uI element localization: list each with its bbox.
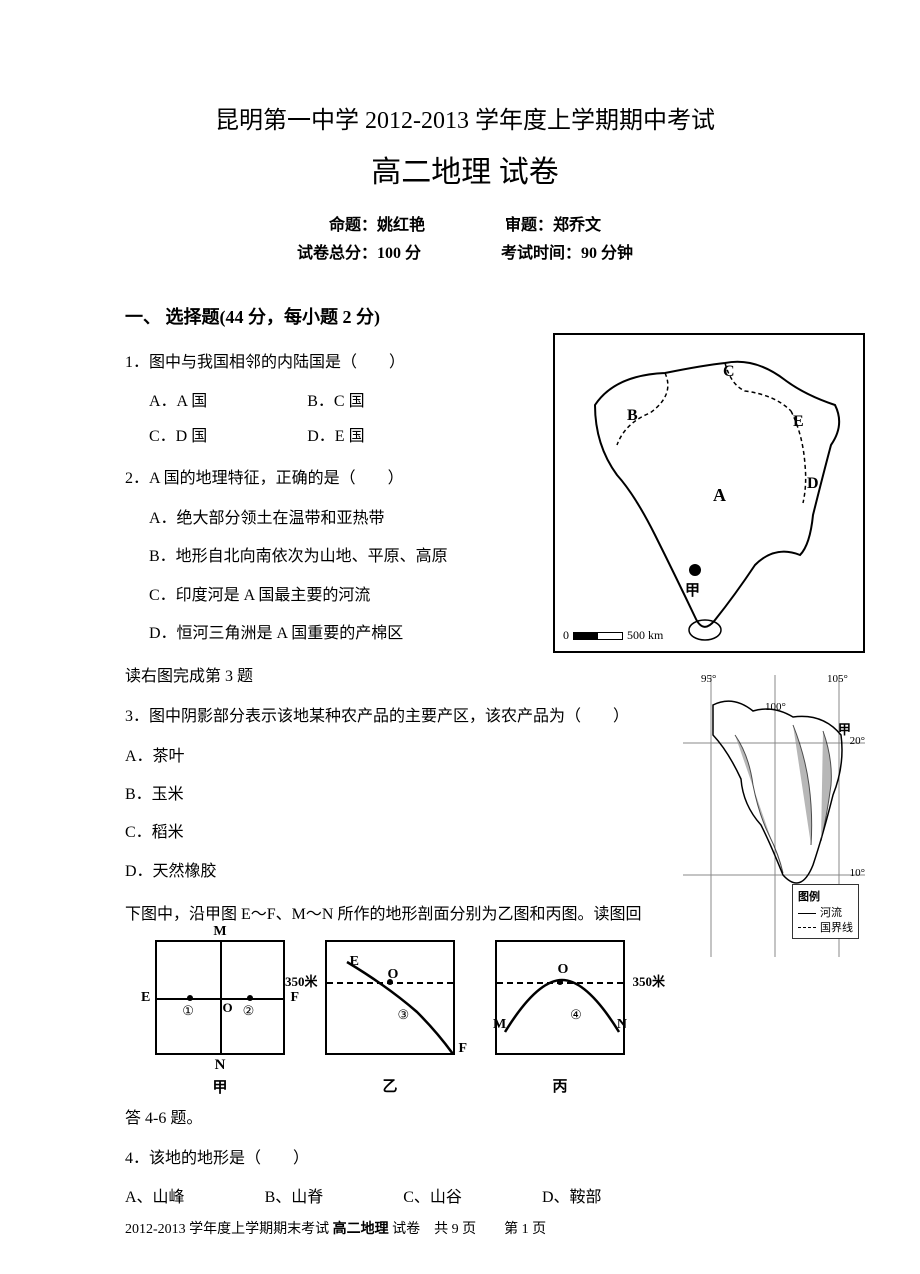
d3-N: N <box>617 1017 627 1033</box>
meta-row-1: 命题：姚红艳 审题：郑乔文 <box>125 211 805 235</box>
footer-text1: 2012-2013 学年度上学期期末考试 <box>125 1222 333 1237</box>
d3-350: 350米 <box>632 971 665 990</box>
map1-label-A: A <box>713 485 726 506</box>
total-label: 试卷总分： <box>297 245 377 262</box>
q4-stem: 4．该地的地形是（ ） <box>125 1141 805 1176</box>
map2-lon100: 100° <box>765 701 786 713</box>
d1-dot2 <box>247 995 253 1001</box>
q1-opt-D: D．E 国 <box>307 419 364 454</box>
d1-N: N <box>215 1057 226 1074</box>
jia-label: 甲 <box>212 1076 227 1097</box>
map2-legend: 图例 河流 国界线 <box>792 884 859 939</box>
d2-O: O <box>387 967 398 983</box>
author-label: 命题： <box>329 217 377 234</box>
yi-label: 乙 <box>382 1075 397 1096</box>
legend-dash-icon <box>798 927 816 928</box>
d1-O: O <box>223 1000 233 1016</box>
legend-solid-icon <box>798 913 816 914</box>
map1-scale: 0 500 km <box>563 628 663 643</box>
legend-title: 图例 <box>798 888 853 904</box>
d1-E: E <box>141 990 150 1006</box>
d2-c3: ③ <box>398 1007 410 1023</box>
diagram-bing: 350米 M N O ④ 丙 <box>495 940 625 1097</box>
content-area: A B C D E 甲 0 500 km 95° 100° 105° 20° 1… <box>125 345 805 1215</box>
map-se-asia: 95° 100° 105° 20° 10° 甲 图例 河流 国界线 <box>683 675 865 957</box>
map1-label-jia: 甲 <box>685 579 700 600</box>
legend-border-label: 国界线 <box>820 921 853 935</box>
legend-river: 河流 <box>798 906 853 920</box>
d1-dot1 <box>187 995 193 1001</box>
d1-c2: ② <box>243 1003 255 1019</box>
d3-curve <box>497 942 627 1057</box>
total-score: 试卷总分：100 分 <box>297 239 421 263</box>
reviewer-label: 审题： <box>505 217 553 234</box>
scale-500: 500 km <box>627 628 663 643</box>
legend-border: 国界线 <box>798 921 853 935</box>
map2-jia: 甲 <box>838 719 851 738</box>
d1-F: F <box>290 990 299 1006</box>
legend-river-label: 河流 <box>820 906 842 920</box>
q1-opt-C: C．D 国 <box>149 419 207 454</box>
d3-M: M <box>493 1017 506 1033</box>
total-value: 100 分 <box>377 245 421 262</box>
page-footer: 2012-2013 学年度上学期期末考试 高二地理 试卷 共 9 页 第 1 页 <box>125 1218 546 1238</box>
author: 命题：姚红艳 <box>329 211 425 235</box>
diagram-yi: 350米 E O F ③ 乙 <box>325 940 455 1097</box>
scale-0: 0 <box>563 628 569 643</box>
q4-opt-D: D、鞍部 <box>542 1180 602 1215</box>
diagram-intro-2: 答 4-6 题。 <box>125 1101 805 1136</box>
d2-E: E <box>350 954 359 970</box>
diagram-jia: M E F O ① ② N 甲 <box>155 940 285 1097</box>
d1-c1: ① <box>182 1003 194 1019</box>
d2-350: 350米 <box>285 971 318 990</box>
footer-text2: 试卷 共 9 页 第 1 页 <box>389 1222 547 1237</box>
map2-lon105: 105° <box>827 673 848 685</box>
author-name: 姚红艳 <box>377 217 425 234</box>
q1-opt-A: A．A 国 <box>149 384 207 419</box>
d3-dot <box>557 979 563 985</box>
q4-opt-A: A、山峰 <box>125 1180 185 1215</box>
map1-svg <box>555 335 867 655</box>
bing-label: 丙 <box>552 1075 567 1096</box>
exam-title-main: 昆明第一中学 2012-2013 学年度上学期期中考试 <box>125 100 805 135</box>
d2-curve <box>327 942 457 1057</box>
meta-row-2: 试卷总分：100 分 考试时间：90 分钟 <box>125 239 805 263</box>
d3-c4: ④ <box>570 1007 582 1023</box>
reviewer-name: 郑乔文 <box>553 217 601 234</box>
time-value: 90 分钟 <box>581 245 633 262</box>
map2-lat10: 10° <box>850 867 865 879</box>
map1-label-D: D <box>807 475 819 493</box>
time-label: 考试时间： <box>501 245 581 262</box>
diagram-row: M E F O ① ② N 甲 350米 E O F ③ <box>125 940 805 1097</box>
map1-label-C: C <box>723 363 735 381</box>
map2-lat20: 20° <box>850 735 865 747</box>
map2-lon95: 95° <box>701 673 716 685</box>
map1-label-E: E <box>793 413 804 431</box>
d2-F: F <box>458 1041 467 1057</box>
exam-time: 考试时间：90 分钟 <box>501 239 633 263</box>
exam-title-sub: 高二地理 试卷 <box>125 147 805 191</box>
q1-opt-B: B．C 国 <box>307 384 364 419</box>
map-south-asia: A B C D E 甲 0 500 km <box>553 333 865 653</box>
scale-bar-icon <box>573 632 623 640</box>
q4-opt-B: B、山脊 <box>265 1180 324 1215</box>
map1-label-B: B <box>627 407 638 425</box>
reviewer: 审题：郑乔文 <box>505 211 601 235</box>
q4-opt-C: C、山谷 <box>403 1180 462 1215</box>
d3-O: O <box>557 962 568 978</box>
d1-M: M <box>213 924 226 940</box>
footer-bold: 高二地理 <box>333 1222 389 1237</box>
section-1-heading: 一、 选择题(44 分，每小题 2 分) <box>125 303 805 329</box>
question-4: 4．该地的地形是（ ） A、山峰 B、山脊 C、山谷 D、鞍部 <box>125 1141 805 1215</box>
d1-vline <box>220 942 222 1053</box>
